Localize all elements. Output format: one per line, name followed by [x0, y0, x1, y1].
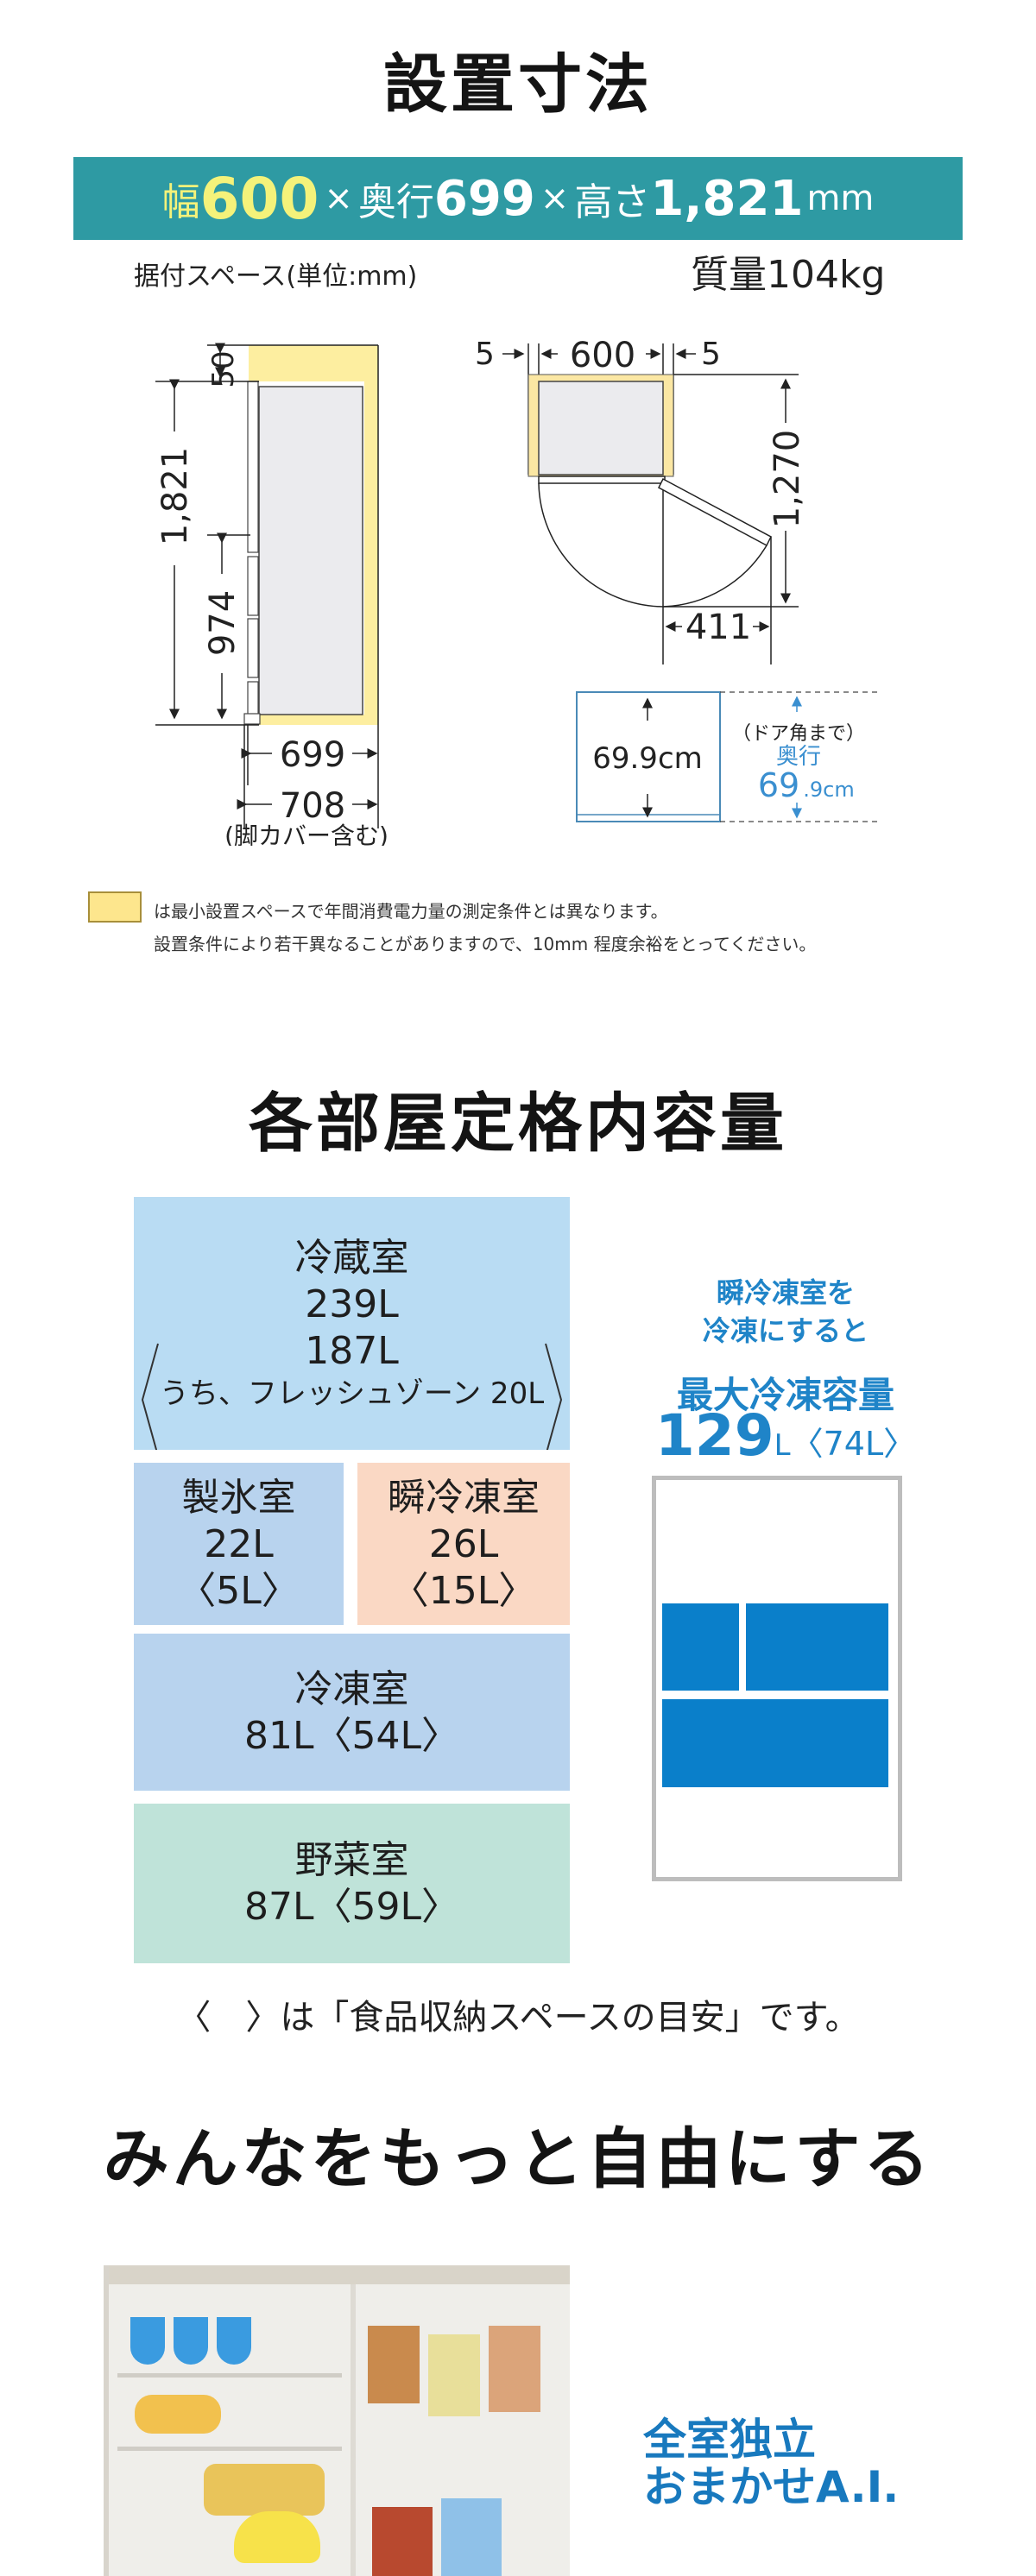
- width-value: 600: [199, 165, 319, 232]
- promo-line-2: 冷凍にすると: [702, 1314, 869, 1347]
- bracket-right-icon: [545, 1343, 563, 1450]
- bracket-left-icon: [141, 1343, 159, 1450]
- room-storage: 〈15L〉: [390, 1568, 537, 1613]
- depth-value: 699: [433, 170, 535, 227]
- top-view-diagram: 5 600 5 1,270 411 69.9cm （ドア角まで） 奥行 69 .…: [475, 336, 881, 822]
- ai-logo: 全室独立 おまかせA.I.: [643, 2416, 899, 2511]
- room-storage: 187L: [305, 1328, 399, 1373]
- door-depth-value: 69.9cm: [592, 741, 703, 776]
- depth-with-cover-label: 708: [280, 786, 345, 826]
- promo-unit: L: [774, 1428, 791, 1463]
- width-label: 幅: [161, 180, 200, 224]
- logo-line-2: おまかせA.I.: [643, 2462, 900, 2512]
- room-value: 239L: [305, 1282, 399, 1327]
- capacity-title: 各部屋定格内容量: [249, 1086, 787, 1161]
- freezer-block-instant: [746, 1603, 888, 1691]
- installation-title: 設置寸法: [383, 47, 653, 122]
- height-value: 1,821: [650, 170, 804, 227]
- lower-height-label: 974: [203, 590, 243, 656]
- room-vegetable: 野菜室 87L〈59L〉: [134, 1804, 570, 1963]
- note-line-1: は最小設置スペースで年間消費電力量の測定条件とは異なります。: [154, 901, 668, 922]
- right-clearance-label: 5: [701, 337, 721, 372]
- note-line-2: 設置条件により若干異なることがありますので、10mm 程度余裕をとってください。: [154, 934, 817, 954]
- freezer-block-main: [662, 1699, 888, 1787]
- room-ice-maker: 製氷室 22L 〈5L〉: [134, 1463, 344, 1625]
- room-value: 81L〈54L〉: [243, 1713, 459, 1758]
- room-instant-freeze: 瞬冷凍室 26L 〈15L〉: [357, 1463, 570, 1625]
- fridge-interior-photo: [104, 2265, 570, 2576]
- room-value: 26L: [428, 1521, 499, 1566]
- width-label: 600: [570, 336, 635, 375]
- room-storage: 〈5L〉: [178, 1568, 300, 1613]
- room-name: 冷凍室: [294, 1666, 409, 1711]
- left-clearance-label: 5: [475, 337, 495, 372]
- depth-blue-value: 69: [758, 766, 799, 804]
- cover-note: (脚カバー含む): [224, 822, 388, 846]
- room-freezer: 冷凍室 81L〈54L〉: [134, 1634, 570, 1791]
- freezer-diagram: [652, 1476, 902, 1881]
- capacity-footnote: 〈 〉は「食品収納スペースの目安」です。: [176, 1998, 860, 2037]
- depth-label: 奥行: [357, 180, 434, 224]
- promo-value: 129: [654, 1402, 774, 1469]
- side-view-diagram: 50 1,821 974 699 708 (脚カバー含む): [155, 343, 388, 846]
- room-value: 87L〈59L〉: [243, 1885, 459, 1930]
- depth-blue-label: 奥行: [776, 744, 821, 770]
- promo-line-1: 瞬冷凍室を: [716, 1276, 855, 1309]
- room-name: 野菜室: [294, 1838, 409, 1883]
- room-name: 製氷室: [181, 1475, 296, 1520]
- depth-blue-unit: .9cm: [803, 778, 854, 802]
- door-corner-note: （ドア角まで）: [732, 723, 865, 745]
- freezer-block-ice: [662, 1603, 739, 1691]
- promo-capacity: 129L〈74L〉: [622, 1402, 950, 1469]
- room-sub: うち、フレッシュゾーン 20L: [159, 1376, 545, 1411]
- times-sign: ×: [324, 179, 353, 218]
- door-swing-label: 1,270: [768, 430, 807, 529]
- total-height-label: 1,821: [155, 447, 195, 546]
- clearance-swatch: [88, 891, 142, 923]
- unit-label: mm: [806, 179, 875, 218]
- weight-label: 質量104kg: [691, 253, 886, 297]
- room-name: 冷蔵室: [294, 1236, 409, 1281]
- feature-title: みんなをもっと自由にする: [103, 2120, 933, 2197]
- logo-line-1: 全室独立: [643, 2415, 816, 2465]
- promo-line-3: 最大冷凍容量: [676, 1374, 894, 1416]
- dimensions-banner: 幅 600 × 奥行 699 × 高さ 1,821 mm: [73, 157, 963, 240]
- promo-storage: 〈74L〉: [790, 1425, 917, 1463]
- door-width-label: 411: [685, 608, 751, 647]
- height-label: 高さ: [574, 180, 651, 224]
- room-refrigerator: 冷蔵室 239L 187L うち、フレッシュゾーン 20L: [134, 1197, 570, 1450]
- room-value: 22L: [204, 1521, 274, 1566]
- room-name: 瞬冷凍室: [388, 1475, 540, 1520]
- depth-label: 699: [280, 735, 345, 775]
- times-sign: ×: [540, 179, 570, 218]
- installation-space-label: 据付スペース(単位:mm): [134, 261, 418, 292]
- top-clearance-label: 50: [206, 350, 241, 387]
